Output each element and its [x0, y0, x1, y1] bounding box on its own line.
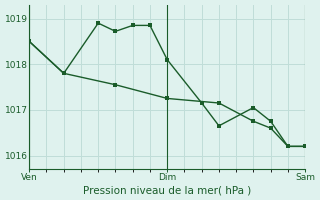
X-axis label: Pression niveau de la mer( hPa ): Pression niveau de la mer( hPa ) — [83, 185, 251, 195]
